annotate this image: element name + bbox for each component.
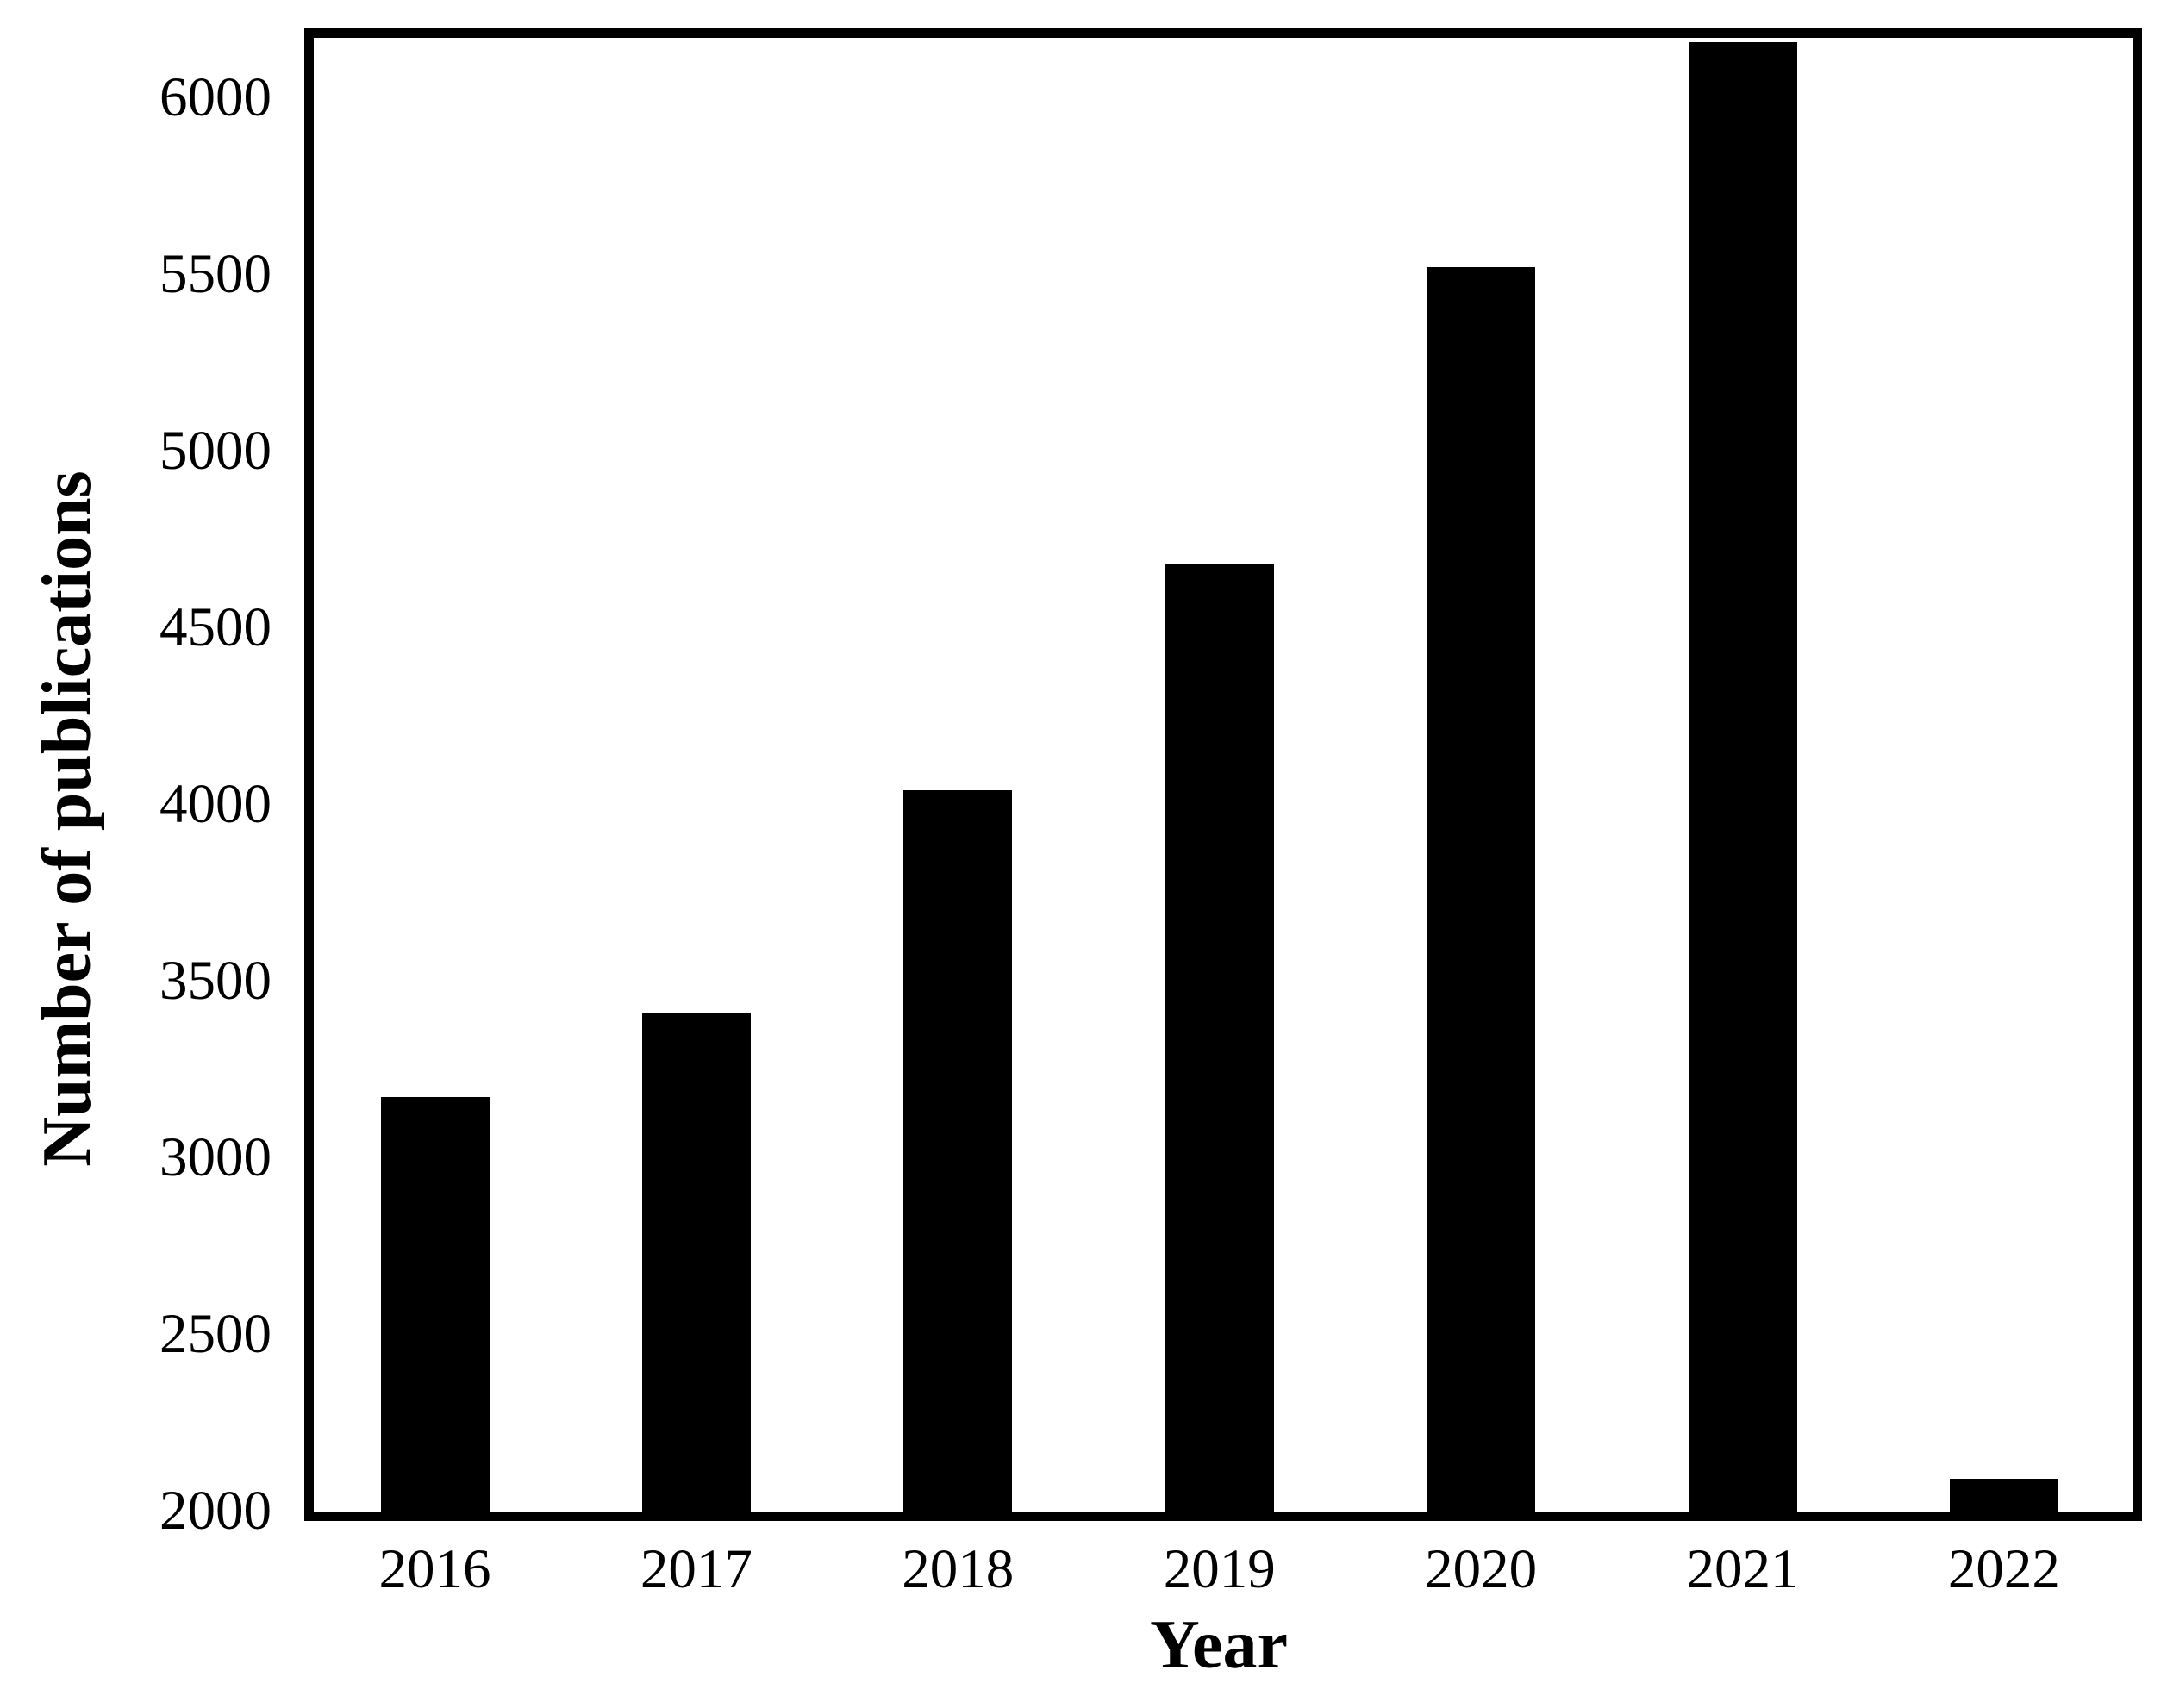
x-tick-label-2020: 2020 <box>1425 1538 1538 1600</box>
bar-2020 <box>1427 266 1536 1513</box>
x-tick-label-2017: 2017 <box>640 1538 753 1600</box>
x-tick-label-2019: 2019 <box>1163 1538 1276 1600</box>
x-tick-label-2021: 2021 <box>1686 1538 1799 1600</box>
x-axis-title: Year <box>1150 1607 1288 1683</box>
y-tick-label-5000: 5000 <box>159 420 272 482</box>
bar-2018 <box>903 789 1013 1513</box>
y-tick-label-4500: 4500 <box>159 596 272 658</box>
bar-2017 <box>641 1012 751 1513</box>
x-tick-label-2018: 2018 <box>902 1538 1015 1600</box>
bar-2019 <box>1165 564 1274 1513</box>
bar-2022 <box>1949 1479 2058 1513</box>
bar-2021 <box>1688 42 1797 1513</box>
y-tick-label-5500: 5500 <box>159 243 272 305</box>
y-tick-label-4000: 4000 <box>159 773 272 835</box>
y-tick-label-3500: 3500 <box>159 950 272 1012</box>
x-tick-label-2022: 2022 <box>1947 1538 2060 1600</box>
y-tick-label-6000: 6000 <box>159 66 272 128</box>
y-tick-label-2500: 2500 <box>159 1303 272 1365</box>
bar-2016 <box>380 1097 490 1513</box>
y-tick-label-2000: 2000 <box>159 1480 272 1542</box>
y-tick-label-3000: 3000 <box>159 1126 272 1188</box>
x-tick-label-2016: 2016 <box>378 1538 491 1600</box>
